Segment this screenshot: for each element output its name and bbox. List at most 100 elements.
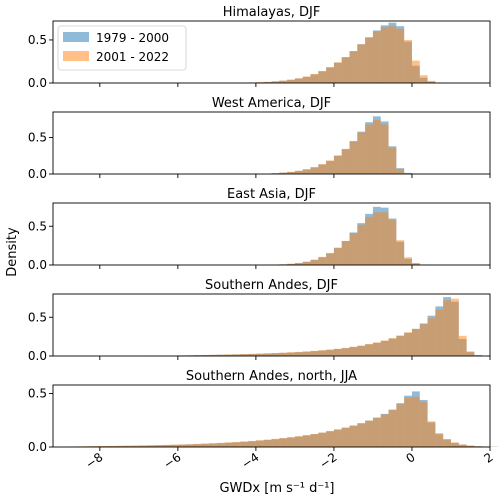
bar	[302, 435, 311, 447]
legend-swatch	[63, 32, 89, 42]
bar	[380, 340, 389, 356]
legend-label: 1979 - 2000	[96, 31, 169, 45]
bar	[294, 351, 303, 356]
bar	[326, 349, 334, 356]
x-tick-label: −4	[239, 450, 262, 472]
bar	[388, 338, 397, 356]
bar	[419, 75, 428, 83]
bar	[466, 445, 475, 447]
bar	[294, 262, 303, 265]
bar	[396, 168, 405, 174]
bar	[287, 171, 295, 174]
bar	[474, 355, 483, 356]
x-tick-label: −8	[83, 450, 106, 472]
bar	[372, 417, 381, 447]
bar	[107, 445, 116, 447]
y-axis-label: Density	[5, 227, 20, 277]
bar	[349, 346, 358, 356]
bar	[435, 309, 444, 356]
y-tick-label: 0.0	[28, 76, 47, 90]
bar	[404, 39, 412, 83]
bar	[435, 433, 444, 447]
bar	[404, 397, 412, 447]
bar	[365, 37, 373, 83]
y-tick-label: 0.5	[28, 219, 47, 233]
bar	[224, 442, 233, 447]
bar	[310, 167, 319, 174]
bar	[287, 437, 295, 447]
bar	[333, 348, 342, 356]
bar	[466, 351, 475, 356]
bar	[326, 160, 334, 174]
bar	[372, 342, 381, 356]
panel-title: East Asia, DJF	[227, 187, 316, 202]
bar	[271, 352, 280, 356]
series-1-bars	[248, 26, 444, 84]
bar	[458, 335, 467, 356]
bar	[427, 80, 436, 83]
bar	[302, 169, 311, 174]
bar	[279, 80, 288, 83]
bar	[388, 147, 397, 174]
bar	[458, 444, 467, 447]
bar	[372, 31, 381, 83]
bar	[349, 51, 358, 83]
bar	[263, 439, 272, 447]
bar	[310, 433, 319, 447]
bar	[427, 318, 436, 356]
bar	[396, 335, 405, 356]
bar	[341, 240, 350, 265]
y-tick-label: 0.5	[28, 33, 47, 47]
series-1-bars	[138, 298, 483, 357]
bar	[419, 324, 428, 356]
bar	[201, 443, 210, 447]
y-tick-label: 0.0	[28, 349, 47, 363]
y-tick-label: 0.5	[28, 131, 47, 145]
bar	[388, 410, 397, 447]
x-tick-label: 0	[403, 450, 417, 466]
bar	[279, 172, 288, 174]
panel-1: West America, DJF 0.0 0.5	[28, 96, 491, 181]
bar	[209, 443, 217, 447]
x-tick-label: 2	[481, 450, 495, 466]
bar	[115, 445, 124, 447]
bar	[294, 78, 303, 83]
bar	[450, 298, 459, 356]
bar	[318, 256, 327, 265]
bar	[318, 432, 327, 447]
bar	[357, 44, 366, 83]
bar	[287, 352, 295, 356]
bar	[193, 443, 202, 447]
bar	[333, 155, 342, 174]
x-axis-label: GWDx [m s⁻¹ d⁻¹]	[219, 481, 334, 496]
bar	[365, 216, 373, 265]
bar	[177, 444, 186, 447]
bar	[302, 76, 311, 83]
axes-frame	[52, 111, 491, 175]
panel-title: West America, DJF	[212, 96, 331, 111]
bar	[279, 438, 288, 447]
bar	[271, 81, 280, 83]
bar	[357, 345, 366, 356]
bar	[326, 431, 334, 447]
bar	[341, 148, 350, 174]
bar	[357, 132, 366, 174]
bar	[341, 57, 350, 83]
bar	[240, 354, 249, 356]
bar	[388, 26, 397, 84]
bar	[294, 170, 303, 174]
bar	[411, 60, 420, 83]
bar	[170, 444, 178, 447]
bar	[326, 67, 334, 83]
bar	[255, 353, 264, 356]
series-1-bars	[271, 120, 420, 174]
bar	[333, 62, 342, 83]
axes-frame	[52, 384, 491, 448]
y-tick-label: 0.0	[28, 258, 47, 272]
bar	[138, 445, 147, 447]
bar	[263, 81, 272, 83]
bar	[443, 438, 451, 447]
y-tick-label: 0.5	[28, 310, 47, 324]
bar	[224, 354, 233, 356]
